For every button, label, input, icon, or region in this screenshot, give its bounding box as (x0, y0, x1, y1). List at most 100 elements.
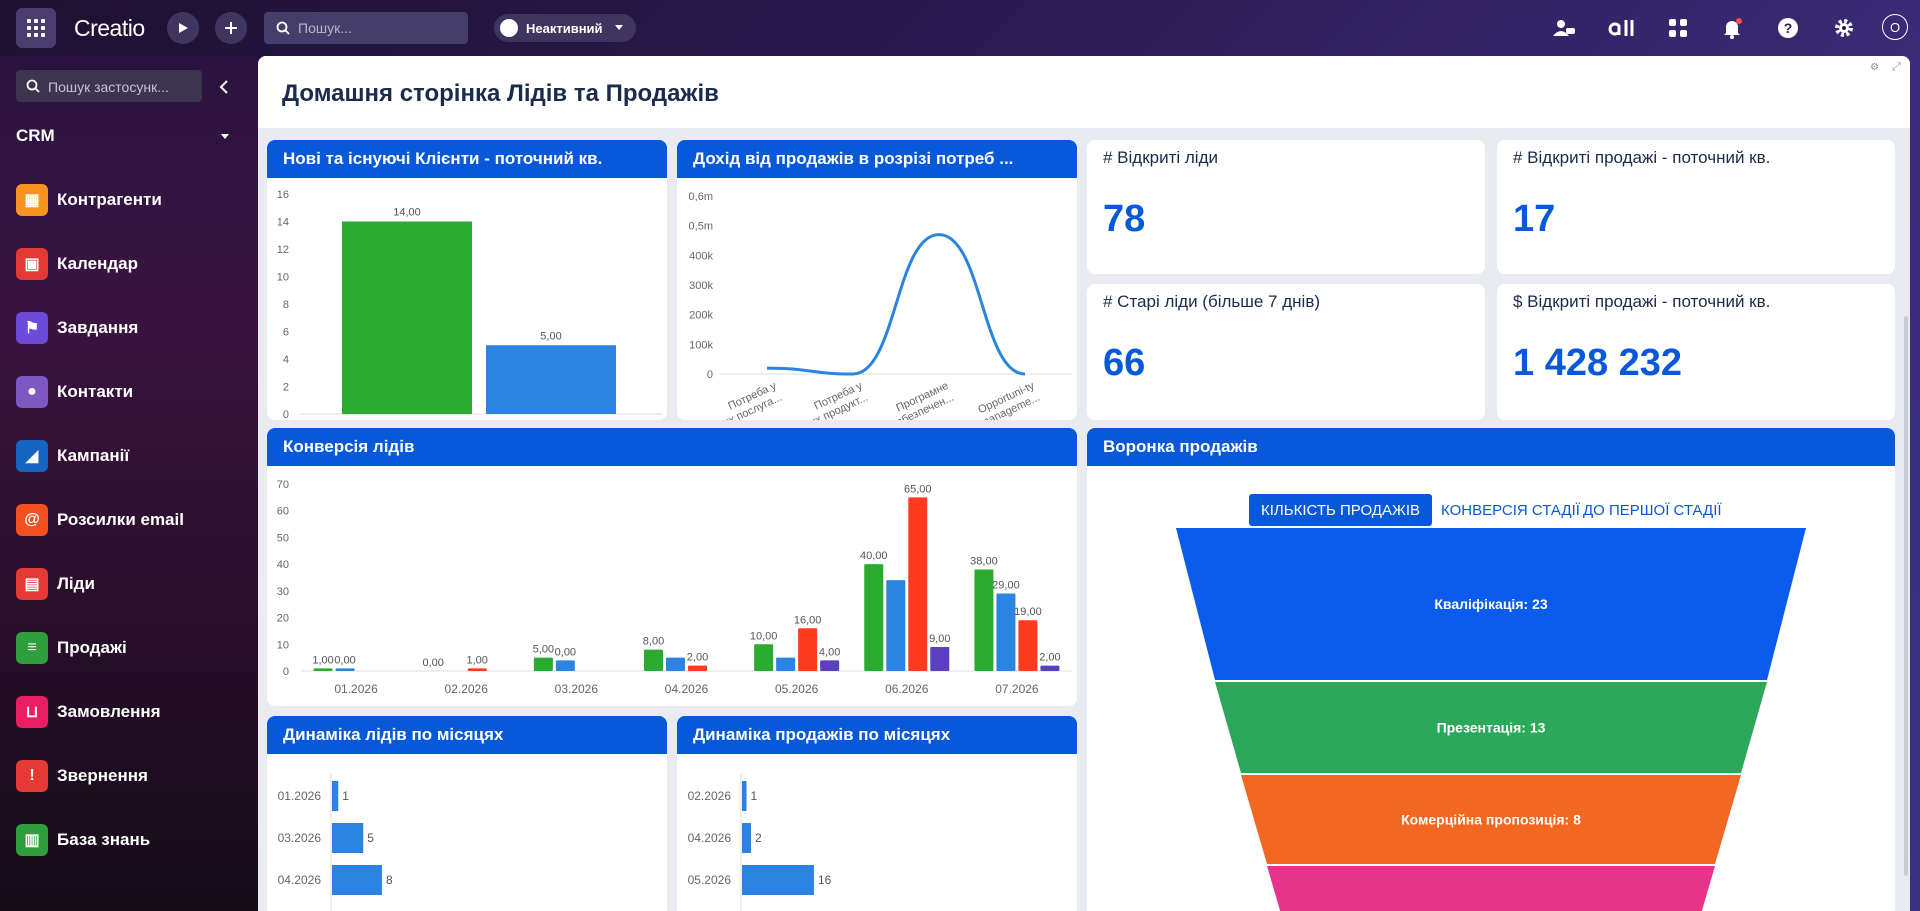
bar[interactable] (313, 668, 333, 671)
bar[interactable] (1040, 665, 1060, 671)
apps-button[interactable] (1664, 14, 1692, 42)
bar[interactable] (742, 781, 747, 811)
bar[interactable] (486, 345, 616, 414)
bar[interactable] (742, 865, 814, 895)
tab-stage-conversion[interactable]: КОНВЕРСІЯ СТАДІЇ (1441, 502, 1580, 519)
funnel-stage[interactable] (1241, 775, 1741, 864)
status-icon (500, 19, 518, 37)
data-label: 2,00 (687, 652, 708, 664)
kpi-title: # Відкриті продажі - поточний кв. (1513, 148, 1771, 167)
page-header: Домашня сторінка Лідів та Продажів ⚙ ⤢ (258, 56, 1910, 128)
bar[interactable] (798, 628, 818, 671)
kpi-open-sales-sum: $ Відкриті продажі - поточний кв. 1 428 … (1497, 284, 1895, 420)
y-tick-label: 400k (689, 250, 713, 262)
settings-small-icon[interactable]: ⚙ (1870, 62, 1879, 73)
data-label: 5,00 (533, 644, 554, 656)
sidebar-item-6[interactable]: ▤ Ліди (16, 566, 246, 602)
bar[interactable] (908, 497, 928, 671)
sidebar-item-7[interactable]: ≡ Продажі (16, 630, 246, 666)
sidebar-item-9[interactable]: ! Звернення (16, 758, 246, 794)
help-button[interactable]: ? (1774, 14, 1802, 42)
sidebar-item-4[interactable]: ◢ Кампанії (16, 438, 246, 474)
bar[interactable] (533, 657, 553, 671)
sidebar-item-label: Контакти (57, 382, 134, 401)
ai-button[interactable] (1606, 14, 1638, 42)
tab-to-first-stage[interactable]: ДО ПЕРШОЇ СТАДІЇ (1583, 502, 1722, 519)
add-button[interactable] (215, 12, 247, 44)
notifications-button[interactable] (1718, 14, 1746, 42)
bar[interactable] (467, 668, 487, 671)
x-tick-label: Opportuni-tymanageme... (973, 380, 1042, 420)
search-icon (26, 79, 40, 93)
kpi-value: 66 (1103, 342, 1146, 384)
bar[interactable] (555, 660, 575, 671)
sidebar-item-label: Контрагенти (57, 190, 162, 209)
y-tick-label: 03.2026 (278, 831, 322, 845)
sidebar-item-2[interactable]: ⚑ Завдання (16, 310, 246, 346)
y-tick-label: 300k (689, 280, 713, 292)
bar[interactable] (335, 668, 355, 671)
bar[interactable] (776, 657, 796, 671)
status-selector[interactable]: Неактивний (494, 14, 636, 42)
collapse-sidebar-icon[interactable] (218, 80, 230, 94)
creatio-logo[interactable]: Creatio (74, 15, 145, 41)
megaphone-icon: ◢ (16, 440, 48, 472)
sidebar-item-5[interactable]: @ Розсилки email (16, 502, 246, 538)
person-icon: ● (16, 376, 48, 408)
bar[interactable] (974, 569, 994, 671)
bar[interactable] (666, 657, 685, 671)
y-tick-label: 16 (277, 189, 289, 201)
bar[interactable] (742, 823, 751, 853)
bar[interactable] (342, 221, 472, 415)
run-process-button[interactable] (167, 12, 199, 44)
y-tick-label: 8 (283, 299, 289, 311)
y-tick-label: 30 (277, 586, 289, 598)
bar[interactable] (332, 865, 382, 895)
bar[interactable] (930, 646, 950, 671)
funnel-widget: Воронка продажів КІЛЬКІСТЬ ПРОДАЖІВ КОНВ… (1087, 428, 1895, 911)
kpi-title: $ Відкриті продажі - поточний кв. (1513, 292, 1771, 311)
revenue-line[interactable] (766, 233, 1026, 376)
y-tick-label: 0 (283, 409, 289, 420)
app-search[interactable]: Пошук застосунк... (16, 70, 202, 102)
y-tick-label: 10 (277, 272, 289, 284)
funnel-stage[interactable] (1176, 528, 1806, 680)
bar[interactable] (996, 593, 1016, 671)
bar[interactable] (754, 644, 774, 671)
funnel-stage-label: Комерційна пропозиція: 8 (1401, 812, 1581, 828)
play-icon (179, 23, 188, 33)
bar[interactable] (886, 580, 906, 671)
user-avatar[interactable]: О (1882, 14, 1908, 40)
global-search[interactable]: Пошук... (264, 12, 468, 44)
data-label: 5 (367, 831, 374, 845)
data-label: 16 (818, 873, 832, 887)
y-tick-label: 04.2026 (278, 873, 322, 887)
funnel-stage[interactable] (1267, 866, 1715, 911)
tab-sales-count[interactable]: КІЛЬКІСТЬ ПРОДАЖІВ (1249, 494, 1432, 526)
funnel-chart: Кваліфікація: 23 Презентація: 13 Комерційн… (1176, 528, 1806, 911)
bar[interactable] (688, 665, 707, 671)
sidebar-item-1[interactable]: ▣ Календар (16, 246, 246, 282)
bar[interactable] (1018, 620, 1038, 671)
bar[interactable] (864, 564, 884, 671)
data-label: 5,00 (540, 330, 561, 342)
at-icon: @ (16, 504, 48, 536)
bar[interactable] (820, 660, 840, 671)
bar[interactable] (332, 823, 364, 853)
sidebar-item-8[interactable]: ⊔ Замовлення (16, 694, 246, 730)
sidebar-item-0[interactable]: ▦ Контрагенти (16, 182, 246, 218)
sidebar-item-3[interactable]: ● Контакти (16, 374, 246, 410)
bar[interactable] (332, 781, 339, 811)
bar[interactable] (644, 649, 663, 671)
chat-button[interactable] (1550, 14, 1578, 42)
funnel-stage[interactable] (1215, 682, 1767, 773)
expand-icon[interactable]: ⤢ (1892, 61, 1901, 73)
settings-button[interactable] (1830, 14, 1858, 42)
data-label: 9,00 (929, 633, 950, 645)
app-launcher-button[interactable] (16, 8, 56, 48)
section-selector[interactable]: CRM (16, 126, 232, 150)
flag-icon: ⚑ (16, 312, 48, 344)
sidebar-item-10[interactable]: ▥ База знань (16, 822, 246, 858)
leads-icon: ▤ (16, 568, 48, 600)
scrollbar[interactable] (1904, 316, 1908, 876)
